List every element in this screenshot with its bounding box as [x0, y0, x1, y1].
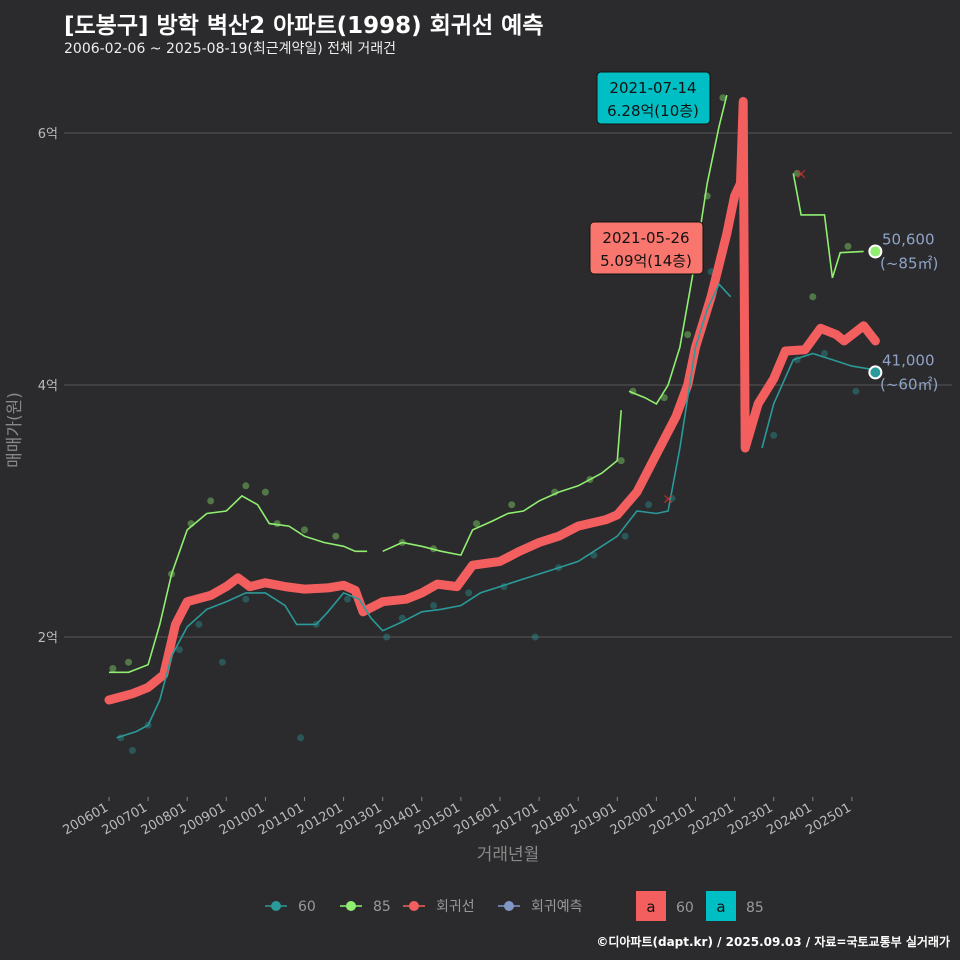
scatter-point-85 [473, 520, 481, 528]
series-line-85 [792, 173, 864, 279]
scatter-point-60 [195, 620, 203, 628]
scatter-point-60 [383, 633, 391, 641]
scatter-point-60 [645, 501, 653, 509]
x-tick-label: 202501 [803, 800, 853, 838]
legend-label: 60 [298, 899, 316, 915]
scatter-point-60 [621, 532, 629, 540]
scatter-point-85 [332, 532, 340, 540]
scatter-point-85 [617, 457, 625, 465]
scatter-point-85 [793, 169, 801, 177]
legend-fill-label: 60 [676, 900, 694, 916]
scatter-point-85 [125, 658, 133, 666]
scatter-point-85 [844, 242, 852, 250]
annotation-box [596, 71, 711, 125]
scatter-point-85 [719, 94, 727, 102]
scatter-point-85 [809, 293, 817, 301]
endpoint-area: (~85㎡) [880, 254, 938, 272]
scatter-point-60 [297, 734, 305, 742]
scatter-point-85 [684, 331, 692, 339]
scatter-point-60 [821, 350, 829, 357]
legend-label: 회귀선 [436, 899, 475, 915]
series-line-85 [628, 95, 728, 405]
chart-title: [도봉구] 방학 벽산2 아파트(1998) 회귀선 예측 [64, 13, 544, 39]
y-axis-title: 매매가(원) [5, 392, 25, 468]
endpoint-value: 50,600 [882, 230, 935, 248]
chart-subtitle: 2006-02-06 ~ 2025-08-19(최근계약일) 전체 거래건 [64, 41, 396, 57]
scatter-point-60 [770, 431, 778, 439]
scatter-point-60 [175, 646, 183, 654]
endpoint-area: (~60㎡) [880, 375, 938, 393]
legend-marker [504, 901, 514, 911]
scatter-point-85 [301, 526, 308, 534]
scatter-point-60 [852, 387, 860, 395]
scatter-point-60 [242, 595, 250, 603]
scatter-point-85 [660, 394, 668, 402]
scatter-point-85 [242, 482, 250, 490]
legend-fill-swatch [636, 891, 666, 921]
annotation-box [589, 221, 704, 275]
x-axis-title: 거래년월 [477, 845, 540, 865]
series-line-85 [109, 494, 368, 674]
legend-marker [346, 901, 356, 911]
endpoint-marker-85 [868, 244, 883, 259]
scatter-point-60 [398, 614, 406, 622]
cross-marker: × [795, 166, 807, 182]
legend-fill-label: 85 [746, 900, 764, 916]
legend-fill-glyph: a [646, 898, 655, 916]
legend-fill-glyph: a [716, 898, 725, 916]
scatter-point-60 [128, 746, 136, 754]
annotation-value: 5.09억(14층) [600, 252, 692, 270]
series-line-60 [116, 282, 732, 739]
series-line-60 [761, 352, 876, 449]
scatter-point-85 [109, 665, 117, 672]
scatter-point-85 [261, 488, 269, 496]
y-tick-label: 2억 [38, 631, 58, 646]
regression-line [104, 97, 880, 705]
legend-marker [409, 901, 419, 911]
scatter-point-85 [207, 497, 215, 505]
annotation-value: 6.28억(10층) [607, 102, 699, 120]
cross-marker: × [662, 491, 674, 507]
legend-label: 회귀예측 [531, 899, 583, 915]
series-line-85 [382, 410, 622, 557]
annotation-date: 2021-05-26 [602, 229, 689, 247]
scatter-point-85 [508, 501, 516, 509]
endpoint-value: 41,000 [882, 351, 935, 369]
scatter-point-60 [531, 633, 539, 641]
annotation-date: 2021-07-14 [609, 79, 696, 97]
scatter-point-60 [465, 589, 473, 597]
scatter-point-60 [218, 658, 226, 666]
legend-marker [271, 901, 281, 911]
scatter-point-60 [430, 602, 438, 609]
scatter-point-60 [344, 595, 352, 603]
caption: ©디아파트(dapt.kr) / 2025.09.03 / 자료=국토교통부 실… [596, 935, 950, 949]
legend-fill-swatch [706, 891, 736, 921]
legend-label: 85 [373, 899, 391, 915]
endpoint-marker-60 [868, 365, 883, 380]
y-tick-label: 6억 [38, 127, 58, 142]
y-tick-label: 4억 [38, 379, 58, 394]
